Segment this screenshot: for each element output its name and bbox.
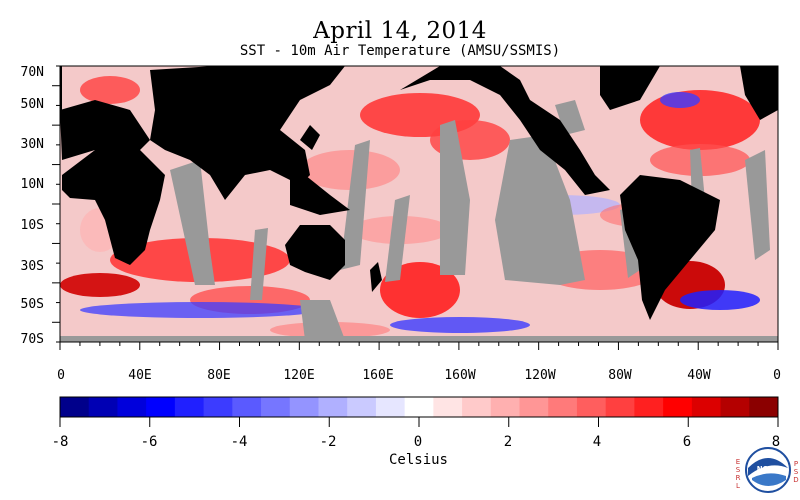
no-data-swath xyxy=(440,120,470,275)
lon-label-0-east: 0 xyxy=(773,368,781,383)
colorbar-tick-8: 8 xyxy=(771,434,781,450)
colorbar-tick-0: 0 xyxy=(413,434,423,450)
land-mass xyxy=(370,262,382,292)
colorbar-tick-2: 2 xyxy=(503,434,513,450)
antarctica-edge xyxy=(60,336,778,342)
colorbar-swatch xyxy=(462,397,492,417)
noaa-badge-text: NOAA xyxy=(756,465,780,473)
no-data-swath xyxy=(300,300,345,340)
colorbar-tick-minus4: -4 xyxy=(230,434,248,450)
no-data-swath xyxy=(250,228,268,300)
colorbar-tick-minus6: -6 xyxy=(140,434,158,450)
anomaly-patch xyxy=(80,302,320,318)
colorbar-swatch xyxy=(490,397,521,417)
land-mass xyxy=(300,125,320,150)
lat-label-10s: 10S xyxy=(20,218,44,233)
anomaly-patch xyxy=(680,290,760,310)
colorbar-swatch xyxy=(347,397,377,417)
no-data-swath-gaps xyxy=(170,100,770,340)
land-mass xyxy=(400,66,610,195)
colorbar-swatch xyxy=(375,397,406,417)
colorbar-swatch xyxy=(720,397,750,417)
land-mass xyxy=(620,175,720,320)
colorbar-swatch xyxy=(663,397,693,417)
noaa-logo xyxy=(745,447,791,493)
no-data-swath xyxy=(340,140,370,270)
anomaly-patch xyxy=(300,150,400,190)
lat-label-50s: 50S xyxy=(20,297,44,312)
colorbar-swatch xyxy=(605,397,635,417)
lon-label-40w: 40W xyxy=(687,368,711,383)
colorbar-swatch xyxy=(174,397,205,417)
lat-label-10n: 10N xyxy=(20,177,44,192)
map-title: April 14, 2014 xyxy=(313,18,487,44)
colorbar-swatch xyxy=(318,397,348,417)
anomaly-patch xyxy=(660,92,700,108)
colorbar-swatch xyxy=(691,397,722,417)
colorbar-swatch xyxy=(88,397,118,417)
colorbar-swatch xyxy=(576,397,607,417)
colorbar-swatch xyxy=(548,397,578,417)
colorbar-swatch xyxy=(289,397,319,417)
colorbar xyxy=(59,396,779,427)
colorbar-swatch xyxy=(232,397,262,417)
no-data-swath xyxy=(495,135,585,285)
land-mass xyxy=(290,175,350,215)
land-mass xyxy=(740,66,778,120)
colorbar-swatch xyxy=(433,397,463,417)
colorbar-swatch xyxy=(60,397,90,417)
colorbar-swatch xyxy=(146,397,176,417)
land-masses xyxy=(60,66,778,342)
anomaly-patch xyxy=(390,317,530,333)
lon-label-80e: 80E xyxy=(207,368,231,383)
lon-label-40e: 40E xyxy=(128,368,152,383)
lon-label-120w: 120W xyxy=(524,368,556,383)
colorbar-tick-4: 4 xyxy=(592,434,602,450)
lon-label-120e: 120E xyxy=(283,368,315,383)
lat-label-30n: 30N xyxy=(20,137,44,152)
colorbar-tick-6: 6 xyxy=(682,434,692,450)
land-mass xyxy=(600,66,660,110)
colorbar-tick-minus8: -8 xyxy=(51,434,69,450)
land-mass xyxy=(150,66,345,200)
no-data-swath xyxy=(385,195,410,282)
colorbar-swatch xyxy=(519,397,549,417)
land-mass xyxy=(285,225,345,280)
lat-label-70n: 70N xyxy=(20,65,44,80)
anomaly-patch xyxy=(60,273,140,297)
colorbar-swatch xyxy=(749,397,779,417)
colorbar-swatch xyxy=(261,397,291,417)
lon-label-160w: 160W xyxy=(444,368,476,383)
axis-ticks xyxy=(52,65,779,350)
colorbar-tick-minus2: -2 xyxy=(319,434,337,450)
no-data-swath xyxy=(170,160,215,285)
anomaly-patch xyxy=(80,76,140,104)
colorbar-unit-label: Celsius xyxy=(388,452,448,468)
colorbar-swatch xyxy=(117,397,147,417)
lat-label-50n: 50N xyxy=(20,97,44,112)
colorbar-swatch xyxy=(203,397,233,417)
lat-label-30s: 30S xyxy=(20,259,44,274)
land-mass xyxy=(62,150,165,265)
colorbar-swatch xyxy=(404,397,434,417)
lat-label-70s: 70S xyxy=(20,332,44,347)
colorbar-swatch xyxy=(634,397,664,417)
lon-label-0: 0 xyxy=(57,368,65,383)
land-mass xyxy=(60,100,150,160)
lon-label-160e: 160E xyxy=(362,368,394,383)
lon-label-80w: 80W xyxy=(608,368,632,383)
anomaly-patch xyxy=(640,90,760,150)
no-data-swath xyxy=(745,150,770,260)
map-subtitle: SST - 10m Air Temperature (AMSU/SSMIS) xyxy=(239,43,561,59)
